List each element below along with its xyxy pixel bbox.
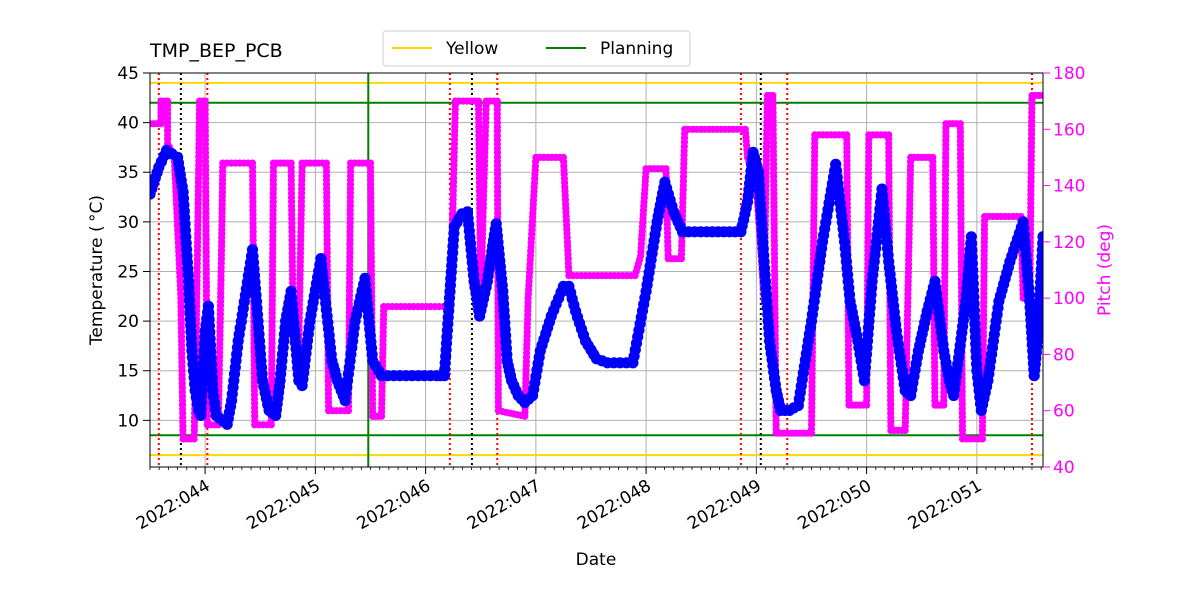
y-left-tick-label: 10 [117, 411, 139, 431]
x-tick-label: 2022:046 [354, 476, 435, 534]
x-axis: 2022:044 2022:045 2022:046 2022:047 2022:048… [133, 467, 1042, 534]
y-right-tick-label: 40 [1053, 458, 1075, 478]
y-axis-right-label: Pitch (deg) [1095, 224, 1115, 316]
chart-title: TMP_BEP_PCB [149, 40, 283, 62]
y-axis-left: 10 15 20 25 30 35 40 45 [117, 64, 150, 431]
x-tick-label: 2022:051 [905, 476, 986, 534]
y-right-tick-label: 120 [1053, 233, 1085, 253]
y-left-tick-label: 35 [117, 163, 139, 183]
y-right-tick-label: 80 [1053, 345, 1075, 365]
x-tick-label: 2022:047 [464, 476, 545, 534]
y-left-tick-label: 15 [117, 362, 139, 382]
y-right-tick-label: 100 [1053, 289, 1085, 309]
y-right-tick-label: 160 [1053, 120, 1085, 140]
x-tick-label: 2022:044 [133, 476, 214, 534]
x-tick-label: 2022:049 [684, 476, 765, 534]
limit-lines [150, 81, 1043, 457]
y-right-tick-label: 180 [1053, 64, 1085, 84]
x-tick-label: 2022:045 [243, 476, 324, 534]
y-left-tick-label: 20 [117, 312, 139, 332]
x-tick-label: 2022:050 [795, 476, 876, 534]
legend-box [382, 30, 691, 67]
x-axis-label: Date [576, 550, 617, 570]
temperature-series [150, 144, 1043, 430]
y-left-tick-label: 25 [117, 262, 139, 282]
legend-label-yellow: Yellow [445, 39, 498, 59]
y-right-tick-label: 60 [1053, 402, 1075, 422]
y-axis-right: 40 60 80 100 120 140 160 180 [1043, 64, 1085, 478]
y-axis-left-label: Temperature ( °C) [87, 195, 107, 346]
y-right-tick-label: 140 [1053, 177, 1085, 197]
series-point [1037, 231, 1043, 243]
x-tick-label: 2022:048 [574, 476, 655, 534]
y-left-tick-label: 40 [117, 114, 139, 134]
series-point [1039, 91, 1043, 100]
y-left-tick-label: 30 [117, 213, 139, 233]
legend: Yellow Planning [382, 30, 691, 67]
legend-label-planning: Planning [600, 39, 673, 59]
y-left-tick-label: 45 [117, 64, 139, 84]
plot-frame [149, 72, 1044, 468]
